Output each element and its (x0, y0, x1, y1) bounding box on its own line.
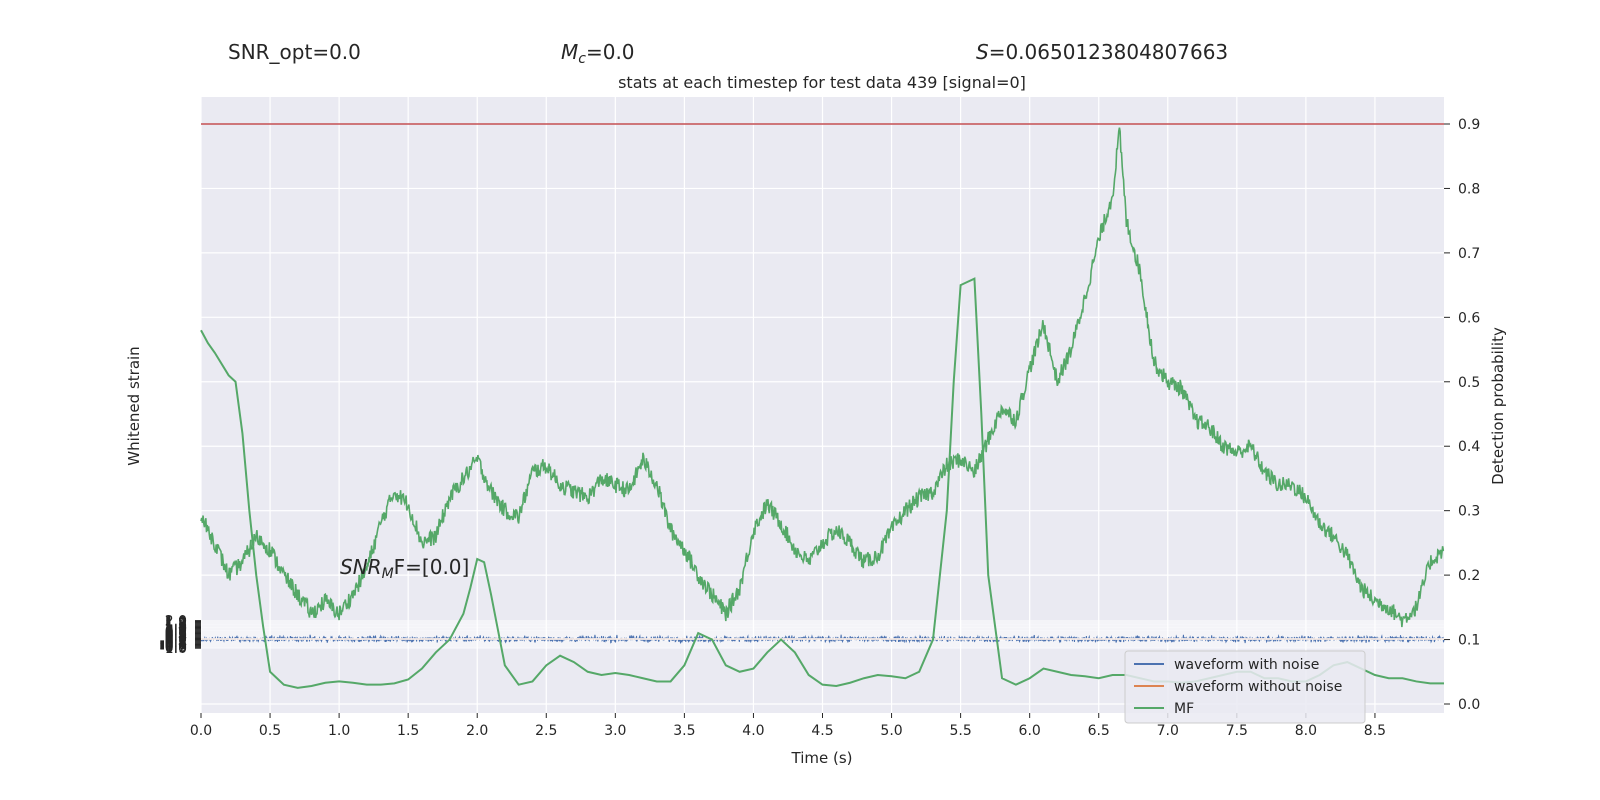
x-tick-label: 8.0 (1295, 723, 1317, 739)
x-tick-label: 2.0 (466, 723, 488, 739)
right-tick-label: 0.0 (1458, 697, 1480, 713)
x-tick-label: 4.0 (742, 723, 764, 739)
left-tick-label: 2.0 (165, 614, 187, 630)
mf-trend-line (200, 127, 1445, 628)
x-tick-label: 5.0 (880, 723, 902, 739)
right-tick-label: 0.4 (1458, 439, 1480, 455)
right-tick-label: 0.7 (1458, 246, 1480, 262)
legend-box (1124, 650, 1366, 724)
left-tick-label: -1.0 (160, 641, 187, 657)
legend-label-mf: MF (1174, 701, 1194, 717)
left-tick-label: -0.1 (160, 633, 187, 649)
left-tick-label: -0.5 (160, 637, 187, 653)
left-tick-label: 0.8 (165, 625, 187, 641)
x-tick-label: 5.5 (949, 723, 971, 739)
left-axis-label: Whitened strain (125, 346, 143, 465)
right-tick-label: 0.9 (1458, 117, 1480, 133)
left-tick-label: 1.0 (165, 623, 187, 639)
x-tick-label: 7.5 (1226, 723, 1248, 739)
left-tick-label: 1.9 (165, 615, 187, 631)
chart-title: stats at each timestep for test data 439… (618, 73, 1026, 92)
right-tick-label: 0.3 (1458, 504, 1480, 520)
right-tick-label: 0.1 (1458, 633, 1480, 649)
x-tick-label: 8.5 (1364, 723, 1386, 739)
x-tick-label: 4.5 (811, 723, 833, 739)
left-tick-label: 0.1 (165, 631, 187, 647)
left-tick-label: 0.5 (165, 627, 187, 643)
left-tick-label: -0.2 (160, 634, 187, 650)
legend-label-noise: waveform with noise (1174, 657, 1319, 673)
left-tick-label: -0.4 (160, 636, 187, 652)
left-tick-label: 1.2 (165, 621, 187, 637)
x-tick-label: 1.5 (397, 723, 419, 739)
chirp-mass-header: Mc=0.0 (561, 40, 635, 67)
legend: waveform with noise waveform without noi… (1124, 650, 1366, 724)
left-tick-label: 0.6 (165, 626, 187, 642)
score-header: S=0.0650123804807663 (976, 40, 1228, 64)
x-tick-label: 0.0 (190, 723, 212, 739)
left-tick-label: 1.5 (165, 618, 187, 634)
x-tick-label: 0.5 (259, 723, 281, 739)
x-tick-label: 6.0 (1019, 723, 1041, 739)
snr-opt-header: SNR_opt=0.0 (228, 40, 361, 64)
x-tick-label: 2.5 (535, 723, 557, 739)
x-tick-label: 6.5 (1088, 723, 1110, 739)
x-tick-label: 3.5 (673, 723, 695, 739)
left-tick-label: 1.8 (165, 615, 187, 631)
left-tick-label: 0.7 (165, 626, 187, 642)
right-tick-label: 0.8 (1458, 181, 1480, 197)
left-tick-label: 0.3 (165, 629, 187, 645)
left-tick-label: -0.8 (160, 639, 187, 655)
left-tick-label: -0.6 (160, 638, 187, 654)
left-tick-label: 1.6 (165, 617, 187, 633)
left-tick-label: 1.7 (165, 616, 187, 632)
right-tick-label: 0.2 (1458, 568, 1480, 584)
left-tick-label: -0.3 (160, 635, 187, 651)
right-tick-label: 0.5 (1458, 375, 1480, 391)
left-tick-label: 1.4 (165, 619, 187, 635)
left-tick-label: 0.2 (165, 630, 187, 646)
left-tick-label: 0.0 (165, 632, 187, 648)
left-tick-label: -0.9 (160, 640, 187, 656)
x-tick-label: 7.0 (1157, 723, 1179, 739)
left-tick-label: 1.1 (165, 622, 187, 638)
left-tick-label: 1.3 (165, 620, 187, 636)
right-axis-label: Detection probability (1489, 327, 1507, 485)
x-tick-label: 1.0 (328, 723, 350, 739)
right-tick-label: 0.6 (1458, 310, 1480, 326)
left-tick-label: 0.9 (165, 624, 187, 640)
axes: 0.0 0.5 1.0 1.5 2.0 2.5 3.0 3.5 4.0 4.5 5.0 5.5 6.0 6… (160, 117, 1481, 739)
left-tick-label: -0.7 (160, 638, 187, 654)
snr-mf-annotation: SNRMF=[0.0] (340, 555, 469, 582)
left-tick-label: 0.4 (165, 628, 187, 644)
legend-label-clean: waveform without noise (1174, 679, 1342, 695)
x-axis-label: Time (s) (791, 749, 853, 767)
x-tick-label: 3.0 (604, 723, 626, 739)
